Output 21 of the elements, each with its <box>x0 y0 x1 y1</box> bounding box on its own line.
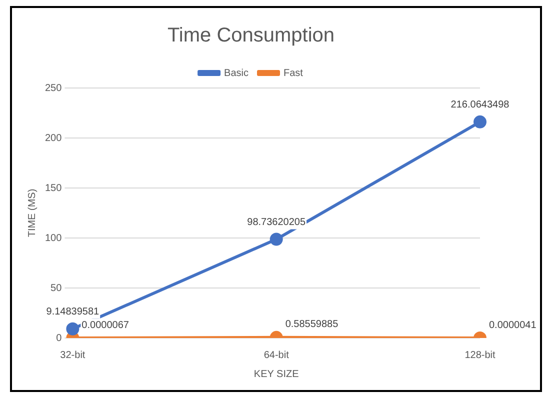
y-tick-label: 250 <box>44 82 62 94</box>
x-tick-label: 32-bit <box>60 350 86 361</box>
y-tick-label: 200 <box>44 132 62 144</box>
data-label: 98.73620205 <box>247 217 306 228</box>
point <box>474 115 486 128</box>
data-label: 9.14839581 <box>46 306 100 318</box>
data-label: 0.0000041 <box>489 320 537 331</box>
legend-label: Fast <box>284 68 304 79</box>
y-tick-label: 0 <box>56 332 62 344</box>
y-axis-title: TIME (MS) <box>26 188 38 238</box>
x-tick-label: 128-bit <box>464 350 496 361</box>
y-tick-label: 150 <box>44 182 62 194</box>
data-label: 0.0000067 <box>82 320 130 331</box>
data-label: 216.0643498 <box>450 100 510 111</box>
y-tick-label: 100 <box>44 232 62 244</box>
chart-title: Time Consumption <box>167 24 335 47</box>
x-axis-title: KEY SIZE <box>254 368 300 380</box>
y-tick-label: 50 <box>50 282 62 294</box>
legend-label: Basic <box>224 68 248 79</box>
data-label: 0.58559885 <box>285 319 339 330</box>
x-tick-label: 64-bit <box>264 350 290 361</box>
